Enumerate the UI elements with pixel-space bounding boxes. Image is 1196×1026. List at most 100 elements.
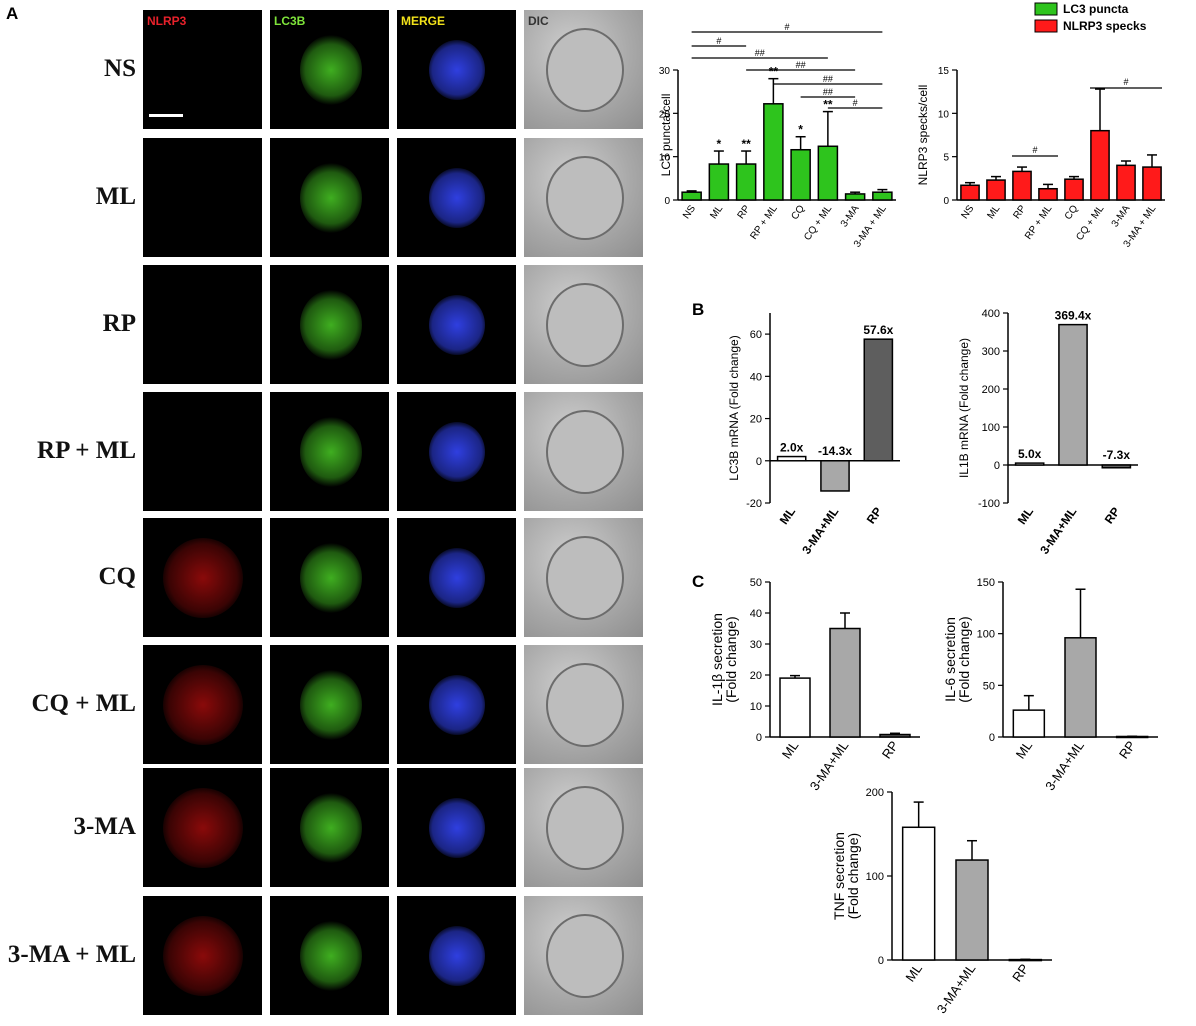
bar xyxy=(1012,709,1046,738)
column-header: MERGE xyxy=(401,14,446,28)
y-tick-label: 10 xyxy=(750,701,762,713)
micrograph-merge xyxy=(397,645,516,764)
bar xyxy=(863,338,894,462)
y-tick-label: 100 xyxy=(977,629,995,641)
x-tick-label: NS xyxy=(959,203,976,221)
x-tick-label: 3-MA+ML xyxy=(934,961,979,1016)
y-axis-label: LC3 puncta/cell xyxy=(659,94,673,177)
cell-outline xyxy=(546,914,624,998)
y-tick-label: 20 xyxy=(750,670,762,682)
data-label: -7.3x xyxy=(1103,448,1131,462)
micrograph-dic xyxy=(524,392,643,511)
x-tick-label: NS xyxy=(681,203,698,221)
bar xyxy=(681,191,702,201)
lc3b-mrna-chart: -20 0 20 40 60 LC3B mRNA (Fold change) ML 2.0x 3… xyxy=(727,313,900,555)
y-tick-label: 300 xyxy=(982,346,1000,358)
y-tick-label: 200 xyxy=(982,384,1000,396)
cell-fluorescence xyxy=(163,538,243,618)
bar xyxy=(1064,637,1097,738)
cell-fluorescence xyxy=(163,788,243,868)
data-label: 369.4x xyxy=(1055,309,1092,323)
micrograph-lc3b xyxy=(270,392,389,511)
micrograph-merge: MERGE xyxy=(397,10,516,129)
y-tick-label: 150 xyxy=(977,577,995,589)
bar xyxy=(1142,166,1162,201)
y-tick-label: 0 xyxy=(756,732,762,744)
column-header: NLRP3 xyxy=(147,14,187,28)
micrograph-dic: DIC xyxy=(524,10,643,129)
bar xyxy=(829,627,861,738)
x-tick-label: RP + ML xyxy=(1023,203,1055,242)
micrograph-nlrp3 xyxy=(143,768,262,887)
cell-outline xyxy=(546,283,624,367)
x-tick-label: 3-MA xyxy=(1110,203,1133,229)
cell-outline xyxy=(546,410,624,494)
column-header: LC3B xyxy=(274,14,306,28)
micrograph-nlrp3: NLRP3 xyxy=(143,10,262,129)
cell-fluorescence xyxy=(300,921,362,991)
x-tick-label: ML xyxy=(902,961,925,984)
micrograph-dic xyxy=(524,265,643,384)
y-axis-label: TNF secretion xyxy=(831,832,847,920)
cell-nucleus xyxy=(429,168,485,228)
micrograph-lc3b xyxy=(270,896,389,1015)
x-tick-label: ML xyxy=(1013,738,1036,761)
bar xyxy=(708,163,730,201)
micrograph-dic xyxy=(524,518,643,637)
bar xyxy=(776,455,807,462)
y-tick-label: 20 xyxy=(750,414,762,426)
y-axis-label: NLRP3 specks/cell xyxy=(916,85,930,186)
cell-fluorescence xyxy=(300,290,362,360)
legend-label: LC3 puncta xyxy=(1063,2,1129,16)
x-tick-label: 3-MA xyxy=(839,203,862,229)
y-axis-label: LC3B mRNA (Fold change) xyxy=(727,335,741,480)
data-label: -14.3x xyxy=(818,444,852,458)
tnf-secretion-chart: 0 100 200 TNF secretion(Fold change) ML 3-MA+… xyxy=(831,787,1052,1016)
y-tick-label: 100 xyxy=(866,871,884,883)
y-tick-label: 5 xyxy=(943,153,949,164)
micrograph-nlrp3 xyxy=(143,138,262,257)
bar xyxy=(790,148,811,201)
il1b-mrna-chart: -100 0 100 200 300 400 IL1B mRNA (Fold change)… xyxy=(957,308,1138,555)
legend-label: NLRP3 specks xyxy=(1063,19,1147,33)
y-tick-label: 30 xyxy=(750,639,762,651)
micrograph-nlrp3 xyxy=(143,518,262,637)
y-tick-label: 10 xyxy=(938,109,950,120)
y-tick-label: 0 xyxy=(756,456,762,468)
x-tick-label: CQ xyxy=(789,203,807,222)
x-tick-label: RP xyxy=(1011,203,1028,221)
cell-fluorescence xyxy=(300,793,362,863)
significance-marker: * xyxy=(717,137,722,151)
significance-marker: ** xyxy=(769,65,779,79)
bar xyxy=(1101,464,1132,469)
x-tick-label: ML xyxy=(985,203,1002,221)
cell-nucleus xyxy=(429,40,485,100)
bar xyxy=(763,103,784,201)
micrograph-merge xyxy=(397,896,516,1015)
bar xyxy=(779,677,811,738)
x-tick-label: ML xyxy=(708,203,725,221)
micrograph-lc3b xyxy=(270,645,389,764)
micrograph-merge xyxy=(397,392,516,511)
legend-swatch xyxy=(1034,19,1058,33)
y-tick-label: 0 xyxy=(989,732,995,744)
y-tick-label: 100 xyxy=(982,422,1000,434)
panel-label-a: A xyxy=(6,4,19,23)
x-tick-label: ML xyxy=(777,505,798,527)
cell-nucleus xyxy=(429,422,485,482)
x-tick-label: CQ xyxy=(1063,203,1081,222)
bar xyxy=(1064,178,1084,201)
cell-nucleus xyxy=(429,548,485,608)
bar xyxy=(986,179,1006,201)
y-tick-label: 0 xyxy=(664,196,670,207)
cell-fluorescence xyxy=(300,543,362,613)
y-tick-label: 30 xyxy=(659,66,671,77)
data-label: 5.0x xyxy=(1018,447,1042,461)
data-label: 57.6x xyxy=(863,323,893,337)
row-label: 3-MA + ML xyxy=(7,941,136,968)
micrograph-merge xyxy=(397,265,516,384)
bar xyxy=(872,191,893,201)
micrograph-lc3b xyxy=(270,265,389,384)
bar xyxy=(901,826,936,961)
